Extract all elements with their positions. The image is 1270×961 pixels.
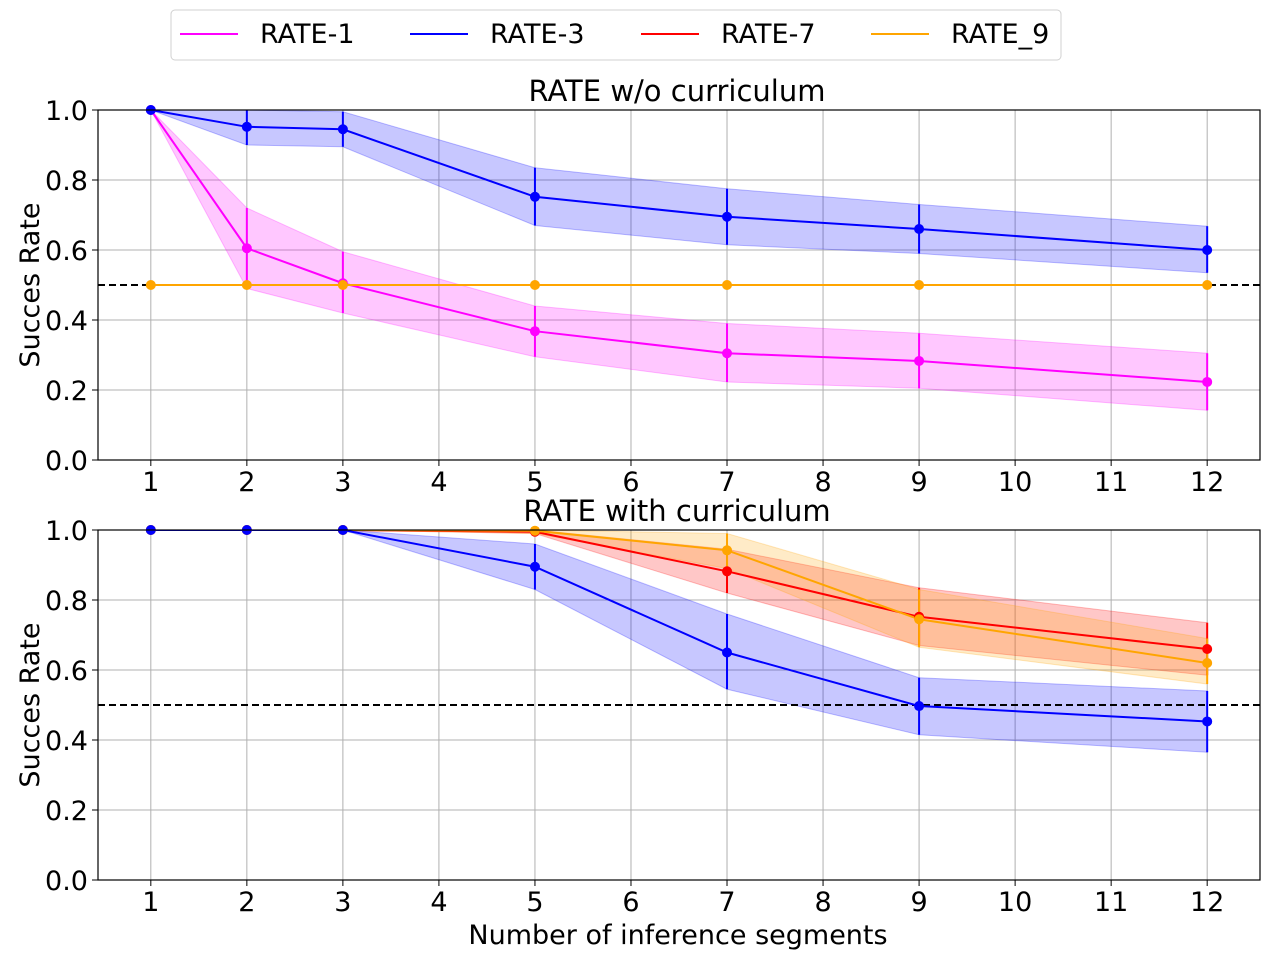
data-point-rate-9 [529,525,540,536]
x-tick-label: 8 [814,887,831,918]
x-tick-label: 3 [334,887,351,918]
data-point-rate-3 [722,211,733,222]
data-point-rate-3 [529,561,540,572]
legend-frame [170,9,1062,61]
data-point-rate-9 [722,280,733,290]
x-tick-label: 2 [238,887,255,918]
legend-label: RATE-3 [490,19,585,50]
data-point-rate-3 [337,124,348,135]
data-point-rate-9 [914,280,925,290]
data-point-rate-3 [529,191,540,202]
x-tick-label: 10 [998,887,1032,918]
plot-area [98,530,1260,753]
y-axis-label: Succes Rate [15,202,46,367]
data-point-rate-1 [722,348,733,359]
x-tick-label: 7 [718,467,735,498]
axes-frame [97,109,1261,461]
x-tick-label: 2 [238,467,255,498]
legend: RATE-1 RATE-3 RATE-7 RATE_9 [170,9,1062,61]
y-tick-label: 1.0 [45,516,88,547]
x-tick-label: 4 [430,467,447,498]
x-tick-label: 6 [622,467,639,498]
x-tick-label: 3 [334,467,351,498]
data-point-rate-1 [1202,376,1213,387]
y-axis-label: Succes Rate [15,622,46,787]
data-point-rate-9 [1202,280,1213,290]
data-point-rate-1 [241,243,252,254]
data-point-rate-3 [914,701,925,712]
chart-title: RATE with curriculum [523,494,830,528]
x-tick-label: 6 [622,887,639,918]
x-tick-label: 12 [1190,467,1224,498]
data-point-rate-3 [914,224,925,234]
x-tick-label: 11 [1094,467,1128,498]
legend-label: RATE-7 [721,19,816,50]
data-point-rate-9 [241,280,252,290]
data-point-rate-9 [1202,658,1213,668]
y-tick-label: 0.0 [45,866,88,897]
x-tick-label: 9 [910,887,927,918]
y-tick-label: 0.0 [45,446,88,477]
data-point-rate-9 [337,280,348,290]
x-axis-label: Number of inference segments [468,920,887,951]
y-tick-label: 1.0 [45,96,88,127]
data-point-rate-7 [722,566,733,577]
y-tick-label: 0.2 [45,796,88,827]
data-point-rate-1 [914,355,925,366]
x-tick-label: 12 [1190,887,1224,918]
x-tick-label: 7 [718,887,735,918]
chart-title: RATE w/o curriculum [529,74,826,108]
x-tick-label: 11 [1094,887,1128,918]
y-tick-label: 0.2 [45,376,88,407]
legend-label: RATE_9 [951,19,1049,50]
x-tick-label: 10 [998,467,1032,498]
data-point-rate-3 [1202,716,1213,727]
data-point-rate-9 [722,545,733,556]
legend-label: RATE-1 [260,19,355,50]
x-tick-label: 9 [910,467,927,498]
x-tick-label: 8 [814,467,831,498]
y-tick-label: 0.6 [45,236,88,267]
data-point-rate-3 [1202,245,1213,255]
data-point-rate-7 [1202,644,1213,654]
data-point-rate-3 [241,121,252,132]
data-point-rate-9 [145,280,156,290]
y-tick-label: 0.8 [45,586,88,617]
x-tick-label: 4 [430,887,447,918]
axes-frame [97,529,1261,881]
data-point-rate-1 [529,326,540,337]
plot-area [98,110,1260,411]
data-point-rate-9 [529,280,540,290]
y-tick-label: 0.4 [45,306,88,337]
y-tick-label: 0.6 [45,656,88,687]
y-tick-label: 0.4 [45,726,88,757]
data-point-rate-9 [914,614,925,625]
x-tick-label: 1 [142,467,159,498]
x-tick-label: 5 [526,467,543,498]
y-tick-label: 0.8 [45,166,88,197]
x-tick-label: 1 [142,887,159,918]
x-tick-label: 5 [526,887,543,918]
data-point-rate-3 [722,647,733,658]
